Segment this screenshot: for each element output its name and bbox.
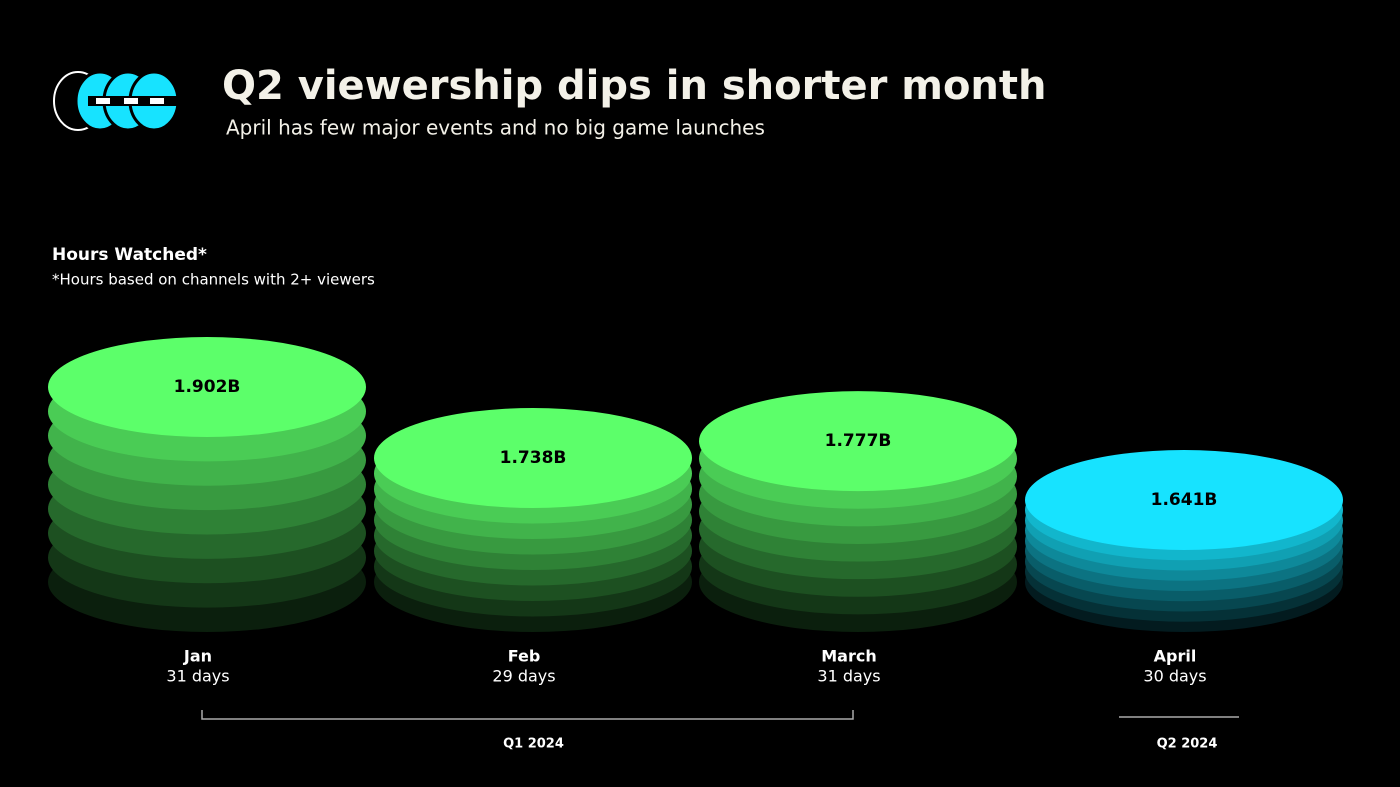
chart-subtitle: April has few major events and no big ga…: [226, 116, 765, 140]
category-label: March: [821, 647, 876, 666]
disc-top: [374, 408, 692, 509]
logo: [53, 70, 180, 132]
days-label: 30 days: [1143, 667, 1206, 686]
disc-stack: [48, 337, 366, 632]
value-label: 1.777B: [825, 431, 892, 451]
chart-title: Q2 viewership dips in shorter month: [222, 63, 1047, 109]
category-label: Feb: [508, 647, 541, 666]
value-label: 1.738B: [500, 448, 567, 468]
disc-stack: [374, 408, 692, 632]
disc-top: [699, 391, 1017, 492]
value-label: 1.641B: [1151, 490, 1218, 510]
disc-stack: [1025, 450, 1343, 632]
group-label: Q1 2024: [503, 737, 564, 752]
note: *Hours based on channels with 2+ viewers: [52, 271, 375, 289]
days-label: 29 days: [492, 667, 555, 686]
group-bracket: [201, 710, 854, 720]
disc-top: [48, 337, 366, 437]
category-label: April: [1154, 647, 1197, 666]
group-label: Q2 2024: [1157, 737, 1218, 752]
category-label: Jan: [183, 647, 212, 666]
value-label: 1.902B: [174, 377, 241, 397]
disc-stack: [699, 391, 1017, 632]
days-label: 31 days: [166, 667, 229, 686]
axis-label: Hours Watched*: [52, 245, 207, 265]
disc-top: [1025, 450, 1343, 550]
days-label: 31 days: [817, 667, 880, 686]
